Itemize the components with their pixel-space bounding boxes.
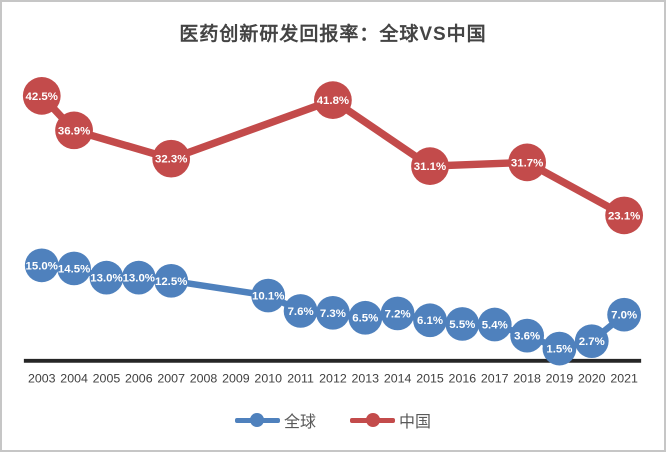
data-point-marker-全球-2021[interactable] xyxy=(607,297,642,332)
x-tick-label-2017: 2017 xyxy=(481,372,509,386)
data-point-marker-全球-2019[interactable] xyxy=(542,331,577,366)
legend-line-global-icon xyxy=(234,413,280,427)
data-point-marker-中国-2018[interactable] xyxy=(508,143,547,182)
legend-label-china: 中国 xyxy=(399,414,432,431)
legend-item-global[interactable]: 全球 xyxy=(234,408,316,432)
data-point-marker-全球-2018[interactable] xyxy=(510,318,545,353)
data-point-label-中国-2012: 41.8% xyxy=(317,95,349,107)
data-point-label-中国-2018: 31.7% xyxy=(511,157,543,169)
data-point-marker-中国-2015[interactable] xyxy=(411,147,449,185)
x-tick-label-2012: 2012 xyxy=(319,372,347,386)
data-point-marker-全球-2003[interactable] xyxy=(24,248,59,283)
x-tick-label-2020: 2020 xyxy=(578,372,606,386)
data-point-label-中国-2003: 42.5% xyxy=(26,91,58,103)
data-point-label-全球-2010: 10.1% xyxy=(252,291,284,303)
data-point-marker-全球-2015[interactable] xyxy=(413,303,447,338)
data-point-label-全球-2013: 6.5% xyxy=(352,313,378,325)
data-point-marker-中国-2004[interactable] xyxy=(55,111,93,150)
x-tick-label-2010: 2010 xyxy=(254,372,282,386)
data-point-label-全球-2014: 7.2% xyxy=(385,308,411,320)
data-point-marker-全球-2007[interactable] xyxy=(154,263,189,298)
data-point-marker-全球-2020[interactable] xyxy=(574,324,609,359)
x-tick-label-2016: 2016 xyxy=(449,372,477,386)
legend-item-china[interactable]: 中国 xyxy=(350,408,431,432)
data-point-label-全球-2021: 7.0% xyxy=(611,310,637,322)
data-point-marker-全球-2010[interactable] xyxy=(251,278,286,313)
data-point-label-全球-2003: 15.0% xyxy=(26,260,58,272)
x-tick-label-2005: 2005 xyxy=(93,372,121,386)
data-point-marker-中国-2007[interactable] xyxy=(152,139,191,178)
data-point-marker-全球-2016[interactable] xyxy=(445,307,480,341)
data-point-marker-全球-2006[interactable] xyxy=(121,260,156,295)
data-point-marker-全球-2012[interactable] xyxy=(316,295,350,330)
x-tick-label-2013: 2013 xyxy=(351,372,379,386)
data-point-marker-中国-2012[interactable] xyxy=(314,81,352,119)
data-point-label-全球-2012: 7.3% xyxy=(320,308,346,320)
x-tick-label-2007: 2007 xyxy=(157,372,185,386)
legend-line-china-icon xyxy=(350,413,395,427)
data-point-label-全球-2020: 2.7% xyxy=(579,336,605,348)
x-tick-label-2021: 2021 xyxy=(610,372,638,386)
x-tick-label-2015: 2015 xyxy=(416,372,444,386)
x-tick-label-2006: 2006 xyxy=(125,372,153,386)
x-tick-label-2011: 2011 xyxy=(287,372,314,386)
legend-dot-global-icon xyxy=(250,413,265,427)
data-point-marker-全球-2014[interactable] xyxy=(380,296,415,331)
data-point-marker-全球-2017[interactable] xyxy=(477,307,512,342)
data-point-label-全球-2006: 13.0% xyxy=(123,273,155,285)
data-point-label-全球-2016: 5.5% xyxy=(449,319,475,331)
x-tick-label-2004: 2004 xyxy=(60,372,88,386)
x-tick-label-2003: 2003 xyxy=(28,372,56,386)
data-point-label-全球-2018: 3.6% xyxy=(514,331,540,343)
data-point-label-全球-2017: 5.4% xyxy=(482,319,508,331)
data-point-marker-全球-2013[interactable] xyxy=(348,300,383,335)
data-point-marker-中国-2021[interactable] xyxy=(605,196,644,235)
data-point-label-中国-2004: 36.9% xyxy=(58,125,90,137)
x-tick-label-2014: 2014 xyxy=(384,372,412,386)
data-point-label-全球-2011: 7.6% xyxy=(288,306,314,318)
data-point-label-全球-2005: 13.0% xyxy=(90,273,122,285)
data-point-label-中国-2021: 23.1% xyxy=(608,210,640,222)
legend-dot-china-icon xyxy=(365,413,380,427)
data-point-label-全球-2004: 14.5% xyxy=(58,263,90,275)
legend-label-global: 全球 xyxy=(283,414,316,431)
chart-legend: 全球 中国 xyxy=(2,408,664,432)
data-point-marker-全球-2011[interactable] xyxy=(283,294,318,328)
data-point-label-全球-2015: 6.1% xyxy=(417,315,443,327)
data-point-marker-全球-2005[interactable] xyxy=(89,260,124,295)
data-point-label-中国-2007: 32.3% xyxy=(155,154,187,166)
data-point-label-全球-2007: 12.5% xyxy=(155,276,187,288)
data-point-label-全球-2019: 1.5% xyxy=(546,344,572,356)
data-point-marker-全球-2004[interactable] xyxy=(57,251,91,286)
data-point-label-中国-2015: 31.1% xyxy=(414,161,446,173)
data-point-marker-中国-2003[interactable] xyxy=(22,77,61,115)
x-tick-label-2009: 2009 xyxy=(222,372,250,386)
x-tick-label-2018: 2018 xyxy=(513,372,541,386)
x-tick-label-2019: 2019 xyxy=(546,372,574,386)
chart-title: 医药创新研发回报率：全球VS中国 xyxy=(179,24,487,45)
x-tick-label-2008: 2008 xyxy=(190,372,218,386)
